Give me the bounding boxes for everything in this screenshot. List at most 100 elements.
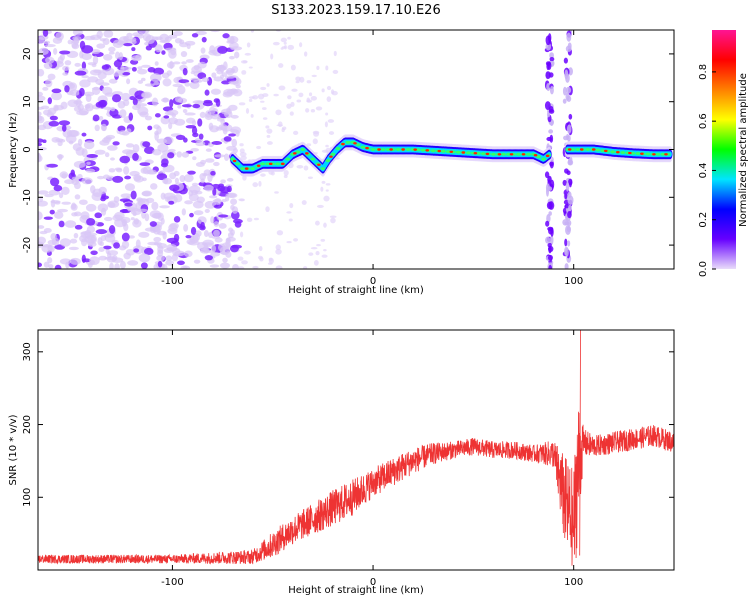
- noise-blob: [167, 152, 175, 159]
- noise-blob: [81, 132, 87, 137]
- streak-blob: [545, 35, 551, 46]
- noise-blob: [61, 186, 70, 196]
- ridge-peak: [401, 148, 405, 151]
- noise-blob: [219, 262, 231, 269]
- noise-blob: [325, 144, 329, 148]
- noise-blob: [173, 215, 181, 223]
- colorbar-tick-label: 0.0: [698, 261, 709, 277]
- noise-blob: [229, 244, 239, 253]
- noise-blob: [38, 190, 49, 195]
- ridge-core: [635, 152, 641, 156]
- noise-blob: [332, 69, 339, 74]
- noise-blob: [193, 259, 201, 264]
- ridge-core: [325, 159, 331, 163]
- noise-blob: [208, 195, 218, 199]
- noise-blob: [94, 149, 106, 155]
- streak-blob: [547, 242, 552, 248]
- noise-blob: [49, 115, 58, 121]
- noise-blob: [86, 218, 96, 226]
- colorbar-label: Normalized spectral amplitude: [738, 73, 749, 227]
- noise-blob: [122, 149, 134, 155]
- noise-blob: [303, 165, 309, 171]
- streak-blob: [565, 181, 570, 192]
- noise-blob: [320, 238, 326, 242]
- ridge-core: [536, 155, 542, 159]
- noise-blob: [265, 206, 270, 213]
- noise-blob: [119, 198, 131, 202]
- noise-blob: [211, 244, 217, 253]
- noise-blob: [142, 141, 151, 148]
- noise-blob: [169, 222, 179, 229]
- y-tick-label: 0: [22, 146, 33, 152]
- noise-blob: [38, 153, 42, 162]
- noise-blob: [262, 93, 269, 98]
- noise-blob: [157, 249, 164, 257]
- noise-blob: [234, 51, 240, 59]
- noise-blob: [62, 72, 69, 76]
- ridge-peak: [567, 148, 572, 151]
- noise-blob: [326, 85, 332, 91]
- noise-blob: [81, 148, 88, 158]
- noise-blob: [181, 104, 192, 108]
- ridge-peak: [377, 148, 381, 151]
- noise-blob: [38, 262, 43, 268]
- ridge-peak: [365, 146, 369, 150]
- noise-blob: [174, 177, 179, 184]
- noise-blob: [177, 260, 185, 266]
- noise-blob: [243, 250, 251, 255]
- noise-blob: [132, 98, 138, 106]
- noise-blob: [103, 136, 113, 141]
- noise-blob: [188, 193, 199, 202]
- streak-blob: [564, 204, 570, 209]
- snr-panel: -100 0 100 100 200 300 Height of straight li…: [8, 329, 675, 596]
- noise-blob: [59, 238, 71, 247]
- noise-blob: [119, 155, 131, 164]
- noise-blob: [111, 94, 122, 103]
- noise-blob: [128, 112, 134, 121]
- noise-blob: [310, 247, 318, 250]
- noise-blob: [293, 238, 299, 242]
- noise-blob: [237, 256, 244, 261]
- noise-blob: [166, 243, 178, 251]
- ridge-peak: [533, 154, 538, 157]
- noise-blob: [110, 106, 116, 112]
- streak-blob: [567, 159, 574, 166]
- noise-blob: [227, 192, 238, 199]
- noise-blob: [228, 104, 238, 111]
- noise-blob: [214, 198, 222, 205]
- streak-blob: [544, 171, 550, 179]
- noise-blob: [226, 177, 234, 182]
- noise-blob: [128, 235, 135, 239]
- ridge-peak: [329, 155, 333, 158]
- noise-blob: [226, 185, 232, 193]
- noise-blob: [104, 216, 113, 222]
- noise-blob: [210, 88, 221, 95]
- noise-blob: [149, 221, 157, 227]
- streak-blob: [544, 101, 551, 111]
- noise-blob: [113, 242, 120, 249]
- streak-blob: [568, 113, 573, 120]
- noise-blob: [127, 260, 139, 266]
- noise-blob: [265, 125, 270, 129]
- noise-blob: [239, 148, 245, 154]
- noise-blob: [325, 112, 329, 116]
- noise-blob: [126, 78, 131, 85]
- noise-blob: [69, 89, 80, 96]
- noise-blob: [307, 176, 313, 179]
- noise-blob: [129, 96, 136, 101]
- noise-blob: [169, 99, 174, 108]
- noise-blob: [79, 79, 91, 88]
- noise-blob: [310, 108, 316, 113]
- noise-blob: [141, 92, 151, 98]
- noise-blob: [68, 246, 79, 251]
- noise-blob: [225, 251, 232, 258]
- noise-blob: [100, 123, 107, 132]
- noise-blob: [124, 202, 133, 207]
- ridge-peak: [293, 152, 297, 155]
- noise-blob: [277, 121, 283, 128]
- noise-blob: [130, 217, 135, 221]
- noise-blob: [197, 118, 203, 127]
- noise-blob: [303, 266, 308, 269]
- noise-blob: [273, 93, 279, 97]
- noise-blob: [98, 255, 108, 261]
